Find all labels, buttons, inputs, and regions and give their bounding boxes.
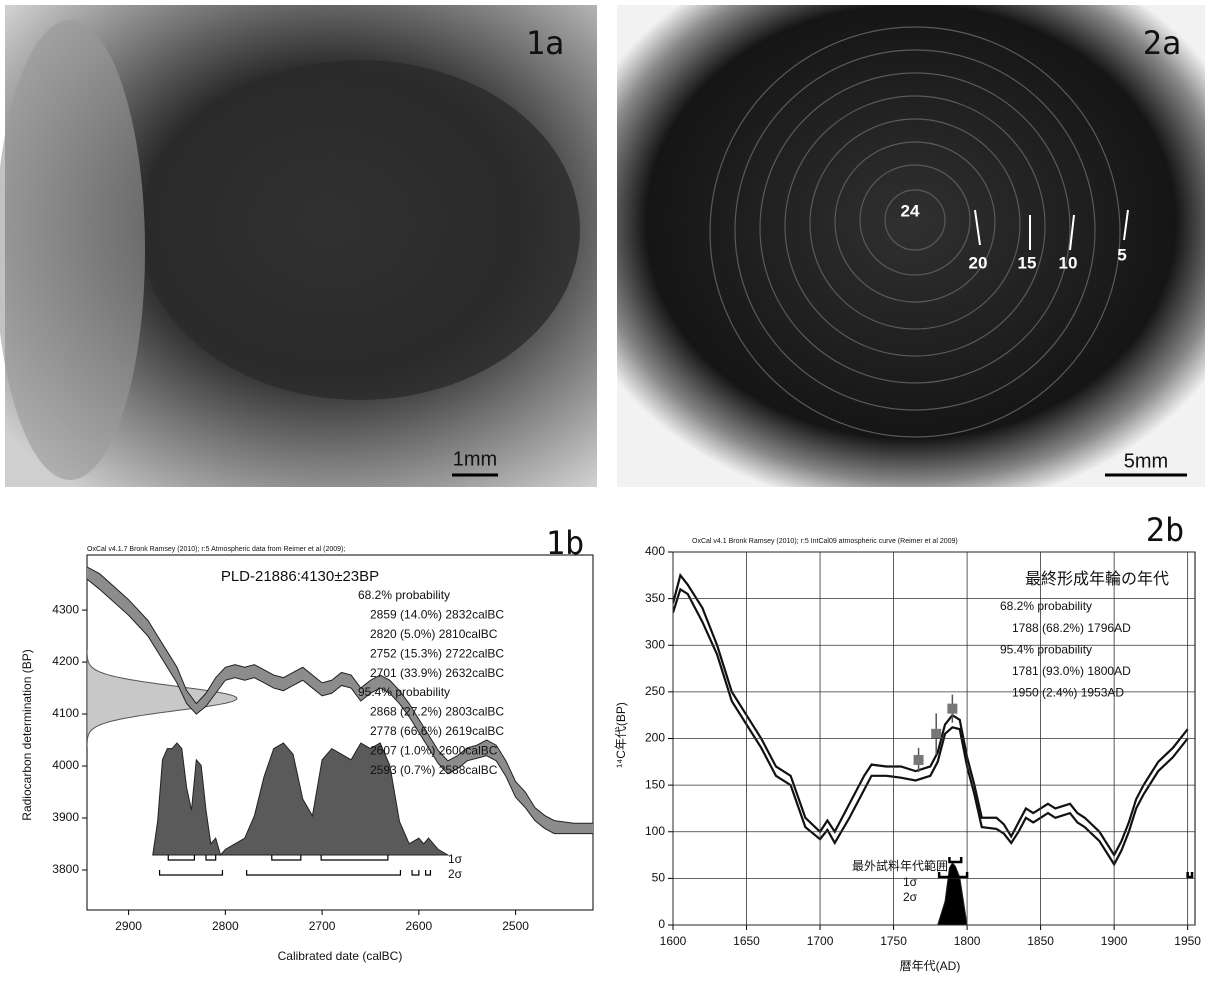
- data-point: [931, 728, 942, 739]
- x-tick-label: 1950: [1174, 934, 1201, 948]
- result-line: 1781 (93.0%) 1800AD: [1012, 664, 1131, 678]
- panel-label: 1a: [526, 24, 565, 62]
- results-header: 最終形成年輪の年代: [1025, 570, 1169, 588]
- sigma-label: 1σ: [903, 875, 918, 889]
- result-line: 2701 (33.9%) 2632calBC: [370, 666, 504, 680]
- measurement-distribution: [87, 650, 238, 747]
- x-tick-label: 1750: [880, 934, 907, 948]
- calibration-band: [87, 566, 593, 834]
- background: [0, 20, 145, 480]
- y-tick-label: 300: [645, 637, 665, 651]
- x-tick-label: 1800: [954, 934, 981, 948]
- result-line: 2820 (5.0%) 2810calBC: [370, 627, 498, 641]
- ring-label: 15: [1018, 253, 1037, 272]
- chart-title: OxCal v4.1 Bronk Ramsey (2010); r:5 IntC…: [692, 538, 958, 545]
- range-bracket: [167, 855, 195, 861]
- ring-markers: [974, 209, 1129, 251]
- sigma-label: 2σ: [903, 890, 918, 904]
- range-bracket: [948, 857, 963, 864]
- x-tick-label: 1600: [660, 934, 687, 948]
- x-tick-label: 1900: [1101, 934, 1128, 948]
- x-tick-label: 2900: [115, 919, 142, 933]
- probability-distribution: [152, 742, 450, 857]
- y-tick-label: 3900: [52, 810, 79, 824]
- ring-label: 5: [1117, 245, 1126, 264]
- result-line: 68.2% probability: [1000, 599, 1092, 613]
- x-tick-label: 1850: [1027, 934, 1054, 948]
- x-tick-label: 2800: [212, 919, 239, 933]
- x-axis-label: 暦年代(AD): [900, 959, 961, 973]
- ring-label: 24: [901, 201, 920, 220]
- x-tick-label: 2500: [502, 919, 529, 933]
- range-bracket: [411, 870, 420, 876]
- x-tick-label: 2700: [309, 919, 336, 933]
- data-point: [947, 703, 958, 714]
- result-line: 2607 (1.0%) 2600calBC: [370, 743, 498, 757]
- y-axis-label: ¹⁴C年代(BP): [614, 702, 628, 768]
- x-tick-label: 1650: [733, 934, 760, 948]
- y-tick-label: 100: [645, 824, 665, 838]
- sample-label: PLD-21886:4130±23BP: [221, 568, 379, 585]
- calibration-curve: [87, 566, 593, 824]
- y-tick-label: 350: [645, 591, 665, 605]
- range-bracket: [158, 870, 224, 876]
- chart-title: OxCal v4.1.7 Bronk Ramsey (2010); r:5 At…: [87, 546, 345, 553]
- y-tick-label: 250: [645, 684, 665, 698]
- y-tick-label: 150: [645, 777, 665, 791]
- range-bracket: [937, 872, 969, 879]
- ring-label: 20: [969, 253, 988, 272]
- range-bracket: [320, 855, 389, 861]
- photo: [617, 5, 1205, 487]
- y-axis-label: Radiocarbon determination (BP): [20, 649, 34, 820]
- x-tick-label: 1700: [807, 934, 834, 948]
- result-line: 1788 (68.2%) 1796AD: [1012, 621, 1131, 635]
- plot-area: [86, 554, 594, 911]
- specimen: [140, 60, 580, 400]
- panel-label: 1b: [546, 524, 585, 562]
- result-line: 2752 (15.3%) 2722calBC: [370, 646, 504, 660]
- sigma-label: 1σ: [448, 852, 463, 866]
- rings: [709, 26, 1121, 438]
- panel-label: 2b: [1146, 511, 1185, 549]
- calibration-curve: [673, 587, 1189, 867]
- ring-labels: 24 20 15 10 5: [901, 201, 1127, 272]
- range-bracket: [205, 855, 217, 861]
- range-bracket: [246, 870, 402, 876]
- y-tick-label: 50: [652, 871, 666, 885]
- plot-content: [87, 566, 593, 857]
- y-tick-label: 200: [645, 731, 665, 745]
- sigma-label: 2σ: [448, 867, 463, 881]
- range-bracket: [425, 870, 432, 876]
- range-bracket: [271, 855, 302, 861]
- result-line: 95.4% probability: [1000, 642, 1092, 656]
- y-tick-label: 4100: [52, 706, 79, 720]
- data-point: [913, 754, 924, 765]
- result-line: 95.4% probability: [358, 685, 450, 699]
- result-line: 2778 (66.6%) 2619calBC: [370, 724, 504, 738]
- result-line: 68.2% probability: [358, 588, 450, 602]
- range-title: 最外試料年代範囲: [852, 858, 948, 873]
- result-line: 2868 (27.2%) 2803calBC: [370, 705, 504, 719]
- result-line: 2859 (14.0%) 2832calBC: [370, 608, 504, 622]
- scale-label: 5mm: [1124, 450, 1168, 472]
- y-tick-label: 400: [645, 544, 665, 558]
- photo-2a: 24 20 15 10 5 2a 5mm: [617, 5, 1205, 487]
- calibration-curve: [87, 578, 593, 835]
- y-tick-label: 4200: [52, 654, 79, 668]
- ring-label: 10: [1059, 253, 1078, 272]
- panel-label: 2a: [1143, 24, 1182, 62]
- y-tick-label: 4300: [52, 602, 79, 616]
- y-tick-label: 3800: [52, 862, 79, 876]
- result-line: 2593 (0.7%) 2588calBC: [370, 763, 498, 777]
- x-axis-label: Calibrated date (calBC): [278, 949, 403, 963]
- y-tick-label: 0: [658, 917, 665, 931]
- x-tick-label: 2600: [405, 919, 432, 933]
- scale-label: 1mm: [453, 448, 497, 470]
- result-line: 1950 (2.4%) 1953AD: [1012, 686, 1124, 700]
- range-bracket: [1186, 872, 1194, 879]
- photo-1a: 1a 1mm: [0, 5, 597, 487]
- y-tick-label: 4000: [52, 758, 79, 772]
